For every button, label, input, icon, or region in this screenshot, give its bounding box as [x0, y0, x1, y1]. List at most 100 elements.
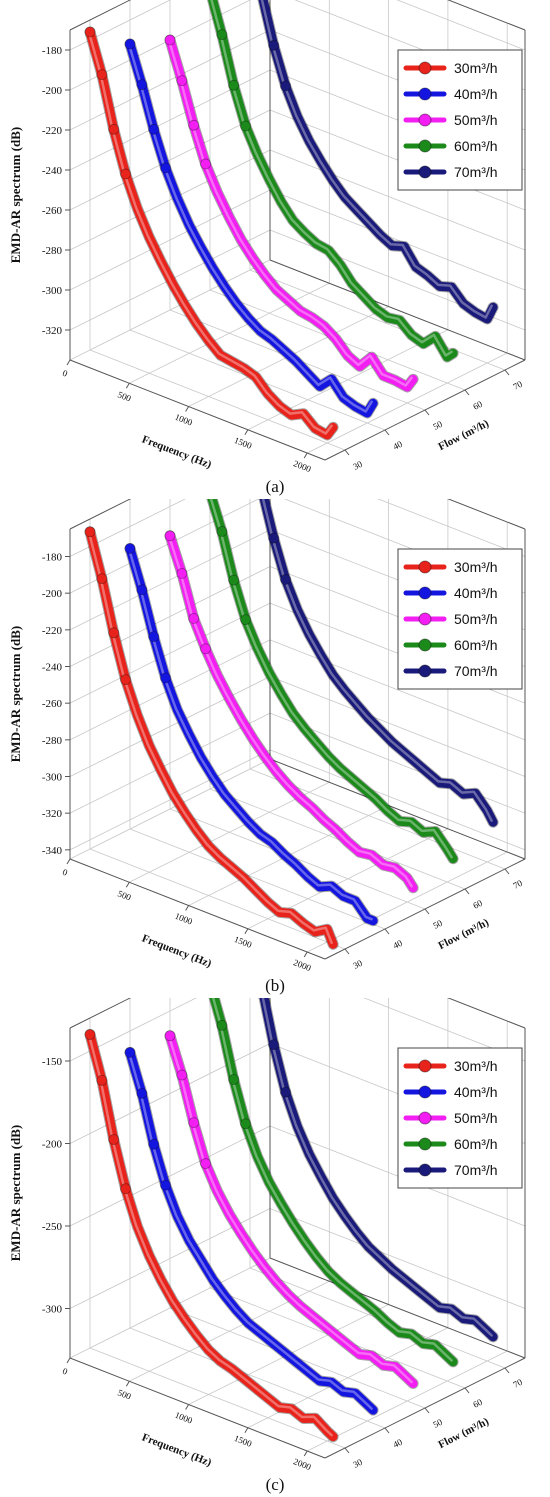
x-tick-mark [66, 359, 71, 366]
data-point [188, 1117, 200, 1129]
y-tick-label: -260 [42, 698, 63, 710]
series-line [208, 0, 458, 362]
y-tick-label: -260 [42, 205, 63, 217]
chart-panel-a: -180 -200 -220 -240 -260 -280 -300 -320 0 500 1000… [0, 0, 550, 499]
legend-marker [418, 638, 432, 652]
data-point [188, 613, 200, 624]
grid-line [89, 848, 346, 950]
series-highlight [167, 37, 413, 387]
series-tube-outline [124, 1046, 379, 1416]
chart-svg: -180 -200 -220 -240 -260 -280 -300 -320 0 500 1000… [8, 0, 526, 496]
legend-label: 70m³/h [454, 663, 498, 679]
legend-label: 40m³/h [454, 1084, 498, 1100]
grid-line [269, 676, 526, 777]
x-axis-line [69, 359, 326, 461]
series-line [165, 531, 418, 893]
series-line [125, 39, 378, 418]
z-tick-label: 40 [391, 439, 404, 452]
z-tick-label: 40 [391, 938, 404, 951]
data-point [160, 162, 171, 174]
y-tick-label: -180 [42, 552, 63, 564]
x-tick-label: 1000 [173, 412, 194, 428]
x-tick-mark [303, 452, 308, 459]
grid-line [129, 1327, 386, 1429]
data-point [120, 1183, 131, 1195]
series-line [209, 998, 458, 1367]
series-highlight [167, 1033, 413, 1384]
data-point [148, 631, 160, 643]
data-point [200, 1158, 211, 1169]
z-tick-label: 70 [511, 1377, 524, 1390]
z-tick-label: 60 [471, 399, 484, 412]
grid-line [69, 0, 171, 51]
x-tick-mark [185, 905, 190, 911]
grid-line [269, 749, 526, 851]
legend-label: 30m³/h [454, 559, 498, 575]
data-point [124, 543, 136, 554]
legend: 30m³/h 40m³/h 50m³/h 60m³/h 70m³/h [397, 1047, 523, 1189]
y-tick-label: -250 [42, 1221, 63, 1233]
data-point [108, 627, 120, 639]
z-tick-mark [384, 928, 390, 935]
series-highlight [127, 545, 373, 921]
x-tick-label: 1500 [233, 1433, 254, 1449]
series-highlight [209, 499, 453, 859]
legend-marker [418, 560, 432, 574]
series-highlight [127, 1049, 373, 1410]
series-line [85, 1030, 338, 1442]
data-point [96, 1075, 108, 1086]
data-point [268, 532, 280, 544]
data-point [120, 168, 131, 180]
x-tick-label: 500 [116, 1387, 133, 1401]
y-tick-label: -240 [42, 662, 63, 674]
data-point [200, 643, 211, 655]
data-point [228, 574, 240, 586]
series-50 [164, 530, 419, 894]
z-tick-label: 60 [471, 1397, 484, 1410]
z-tick-mark [344, 449, 350, 456]
chart-panel-b: -180 -200 -220 -240 -260 -280 -300 -320 -340 0 500… [0, 499, 550, 998]
data-point [164, 530, 176, 542]
x-tick-mark [303, 1450, 308, 1457]
grid-line [377, 499, 526, 557]
y-tick-label: -280 [42, 245, 63, 257]
y-tick-label: -340 [42, 845, 63, 857]
z-tick-label: 60 [471, 898, 484, 911]
panel-caption: (a) [266, 477, 285, 496]
data-point [84, 26, 96, 38]
series-highlight [261, 998, 493, 1337]
grid-line [269, 149, 526, 251]
z-tick-label: 50 [431, 918, 444, 931]
series-60 [208, 998, 459, 1368]
data-point [240, 120, 251, 132]
data-point [176, 568, 188, 579]
series-70 [257, 0, 499, 325]
frame-edge [447, 998, 526, 1029]
legend-marker [418, 612, 432, 626]
x-tick-label: 2000 [292, 957, 313, 973]
series-line [125, 544, 378, 926]
y-tick-label: -200 [42, 1139, 63, 1151]
series-highlight [87, 29, 333, 435]
series-30 [84, 1029, 339, 1443]
series-highlight [127, 41, 373, 413]
series-30 [84, 526, 339, 950]
frame-edge [447, 0, 526, 31]
series-highlight [261, 499, 493, 822]
z-tick-label: 70 [511, 379, 524, 392]
series-70 [258, 998, 499, 1343]
z-tick-mark [464, 888, 470, 895]
legend-marker [418, 165, 432, 179]
data-point [136, 79, 148, 91]
x-tick-mark [185, 1404, 190, 1410]
series-highlight [167, 533, 413, 888]
x-axis-title: Frequency (Hz) [140, 932, 213, 970]
x-axis-line [69, 858, 326, 960]
series-line [165, 35, 418, 392]
chart-svg: -150 -200 -250 -300 0 500 1000 1500 2000 30 40 50 60… [8, 998, 526, 1494]
grid-line [89, 1347, 346, 1449]
legend: 30m³/h 40m³/h 50m³/h 60m³/h 70m³/h [397, 49, 523, 191]
series-line [259, 998, 498, 1342]
data-point [268, 39, 280, 51]
y-tick-label: -180 [42, 45, 63, 57]
